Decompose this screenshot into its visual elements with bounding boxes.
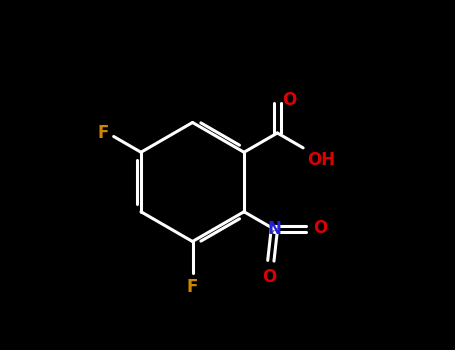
Text: F: F bbox=[97, 124, 108, 142]
Text: O: O bbox=[283, 91, 297, 109]
Text: OH: OH bbox=[307, 152, 335, 169]
Text: F: F bbox=[187, 278, 198, 296]
Text: O: O bbox=[313, 218, 327, 237]
Text: O: O bbox=[262, 268, 276, 286]
Text: N: N bbox=[268, 220, 281, 238]
